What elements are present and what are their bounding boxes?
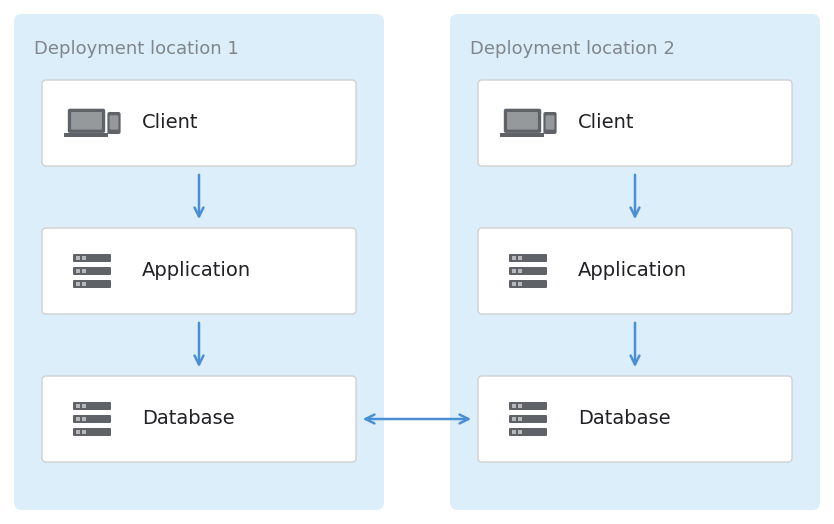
Bar (512, 430, 516, 433)
FancyBboxPatch shape (509, 280, 547, 288)
Bar (512, 256, 516, 259)
FancyBboxPatch shape (73, 402, 111, 410)
FancyBboxPatch shape (507, 112, 538, 129)
FancyBboxPatch shape (73, 415, 111, 423)
FancyBboxPatch shape (73, 267, 111, 275)
FancyBboxPatch shape (71, 112, 102, 129)
FancyBboxPatch shape (504, 108, 541, 133)
Bar (518, 256, 522, 259)
FancyBboxPatch shape (544, 112, 556, 134)
FancyBboxPatch shape (509, 402, 547, 410)
FancyBboxPatch shape (68, 108, 105, 133)
Text: Client: Client (142, 114, 198, 133)
FancyBboxPatch shape (108, 112, 121, 134)
Bar (82, 269, 86, 272)
FancyBboxPatch shape (109, 115, 118, 129)
FancyBboxPatch shape (73, 280, 111, 288)
Bar (82, 430, 86, 433)
FancyBboxPatch shape (42, 376, 356, 462)
Bar (82, 256, 86, 259)
Bar (518, 404, 522, 408)
Text: Database: Database (142, 409, 234, 429)
FancyBboxPatch shape (509, 254, 547, 262)
Bar (76, 269, 80, 272)
FancyBboxPatch shape (545, 115, 555, 129)
Text: Deployment location 2: Deployment location 2 (470, 40, 675, 58)
Bar (512, 269, 516, 272)
Bar (518, 417, 522, 421)
FancyBboxPatch shape (478, 80, 792, 166)
Bar (500, 133, 545, 137)
FancyBboxPatch shape (14, 14, 384, 510)
Text: Deployment location 1: Deployment location 1 (34, 40, 239, 58)
Bar (76, 256, 80, 259)
Bar (512, 282, 516, 286)
Bar (518, 269, 522, 272)
FancyBboxPatch shape (478, 376, 792, 462)
FancyBboxPatch shape (42, 80, 356, 166)
Bar (64, 133, 108, 137)
Bar (76, 282, 80, 286)
FancyBboxPatch shape (73, 428, 111, 436)
Bar (82, 282, 86, 286)
Bar (512, 417, 516, 421)
Bar (518, 430, 522, 433)
FancyBboxPatch shape (478, 228, 792, 314)
FancyBboxPatch shape (509, 415, 547, 423)
Bar (76, 417, 80, 421)
Bar (512, 404, 516, 408)
Text: Application: Application (142, 261, 251, 280)
FancyBboxPatch shape (509, 428, 547, 436)
Bar (82, 417, 86, 421)
Bar (82, 404, 86, 408)
FancyBboxPatch shape (42, 228, 356, 314)
Bar (76, 430, 80, 433)
Bar (518, 282, 522, 286)
Text: Application: Application (578, 261, 687, 280)
FancyBboxPatch shape (73, 254, 111, 262)
Text: Database: Database (578, 409, 671, 429)
Text: Client: Client (578, 114, 635, 133)
FancyBboxPatch shape (450, 14, 820, 510)
Bar (76, 404, 80, 408)
FancyBboxPatch shape (509, 267, 547, 275)
